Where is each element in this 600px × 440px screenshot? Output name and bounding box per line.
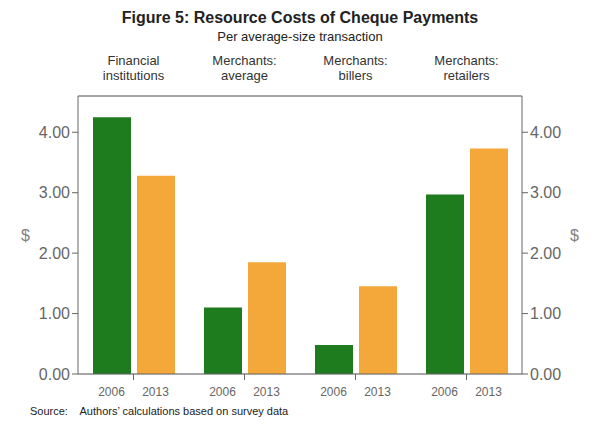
svg-text:Financialinstitutions: Financialinstitutions <box>103 53 165 83</box>
svg-text:Merchants:average: Merchants:average <box>212 53 276 83</box>
svg-text:2013: 2013 <box>475 385 502 399</box>
html-text:Per average-size transaction: Per average-size transaction <box>217 29 383 44</box>
svg-text:3.00: 3.00 <box>530 184 561 201</box>
svg-text:Merchants:billers: Merchants:billers <box>323 53 387 83</box>
svg-text:2013: 2013 <box>253 385 280 399</box>
svg-text:2.00: 2.00 <box>39 245 70 262</box>
svg-text:Merchants:retailers: Merchants:retailers <box>434 53 498 83</box>
svg-text:2013: 2013 <box>364 385 391 399</box>
html-text:Source: Authors’ calculations: Source: Authors’ calculations based on s… <box>30 405 289 417</box>
svg-text:2006: 2006 <box>98 385 125 399</box>
svg-text:2013: 2013 <box>142 385 169 399</box>
html-text:Figure 5: Resource Costs of Ch: Figure 5: Resource Costs of Cheque Payme… <box>121 9 479 26</box>
svg-text:2006: 2006 <box>209 385 236 399</box>
svg-text:4.00: 4.00 <box>530 124 561 141</box>
svg-text:2006: 2006 <box>431 385 458 399</box>
svg-text:0.00: 0.00 <box>39 366 70 383</box>
svg-text:1.00: 1.00 <box>39 305 70 322</box>
svg-text:$: $ <box>21 227 30 244</box>
svg-text:3.00: 3.00 <box>39 184 70 201</box>
svg-text:$: $ <box>570 227 579 244</box>
svg-text:1.00: 1.00 <box>530 305 561 322</box>
svg-text:2.00: 2.00 <box>530 245 561 262</box>
svg-text:4.00: 4.00 <box>39 124 70 141</box>
svg-text:0.00: 0.00 <box>530 366 561 383</box>
svg-text:2006: 2006 <box>320 385 347 399</box>
